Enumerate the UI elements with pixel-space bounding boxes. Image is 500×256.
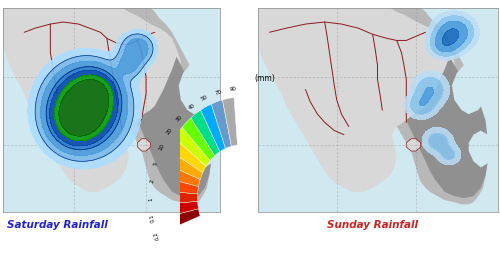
Text: 90: 90 [230,87,237,92]
Polygon shape [406,57,488,198]
Polygon shape [468,131,492,167]
Text: 20: 20 [166,127,173,136]
Polygon shape [178,65,212,114]
Text: 1: 1 [148,198,154,201]
Wedge shape [191,110,220,156]
Polygon shape [2,8,181,192]
Wedge shape [158,190,198,205]
Text: 70: 70 [214,89,222,95]
Wedge shape [182,118,214,161]
Polygon shape [258,8,454,192]
Polygon shape [194,131,216,167]
Text: 40: 40 [187,103,196,111]
Text: (mm): (mm) [254,74,275,83]
Polygon shape [138,57,212,198]
Wedge shape [174,127,210,166]
Text: 10: 10 [158,143,166,151]
Text: 30: 30 [176,114,184,123]
Wedge shape [212,100,232,148]
Wedge shape [168,138,206,173]
Text: Sunday Rainfall: Sunday Rainfall [327,220,418,230]
Polygon shape [406,139,420,151]
Wedge shape [160,163,200,187]
Polygon shape [138,139,150,151]
Wedge shape [160,209,200,232]
Text: 0.2: 0.2 [152,230,160,240]
Wedge shape [164,150,203,179]
Polygon shape [452,65,488,114]
Text: 2: 2 [150,179,155,184]
Text: 50: 50 [200,95,208,102]
Polygon shape [122,8,212,204]
Wedge shape [158,201,198,219]
Text: Saturday Rainfall: Saturday Rainfall [7,220,108,230]
Wedge shape [200,104,226,152]
Polygon shape [390,8,488,204]
Text: 5: 5 [152,161,158,166]
Wedge shape [222,98,238,146]
Wedge shape [158,176,198,194]
Text: 0.1: 0.1 [150,213,156,222]
